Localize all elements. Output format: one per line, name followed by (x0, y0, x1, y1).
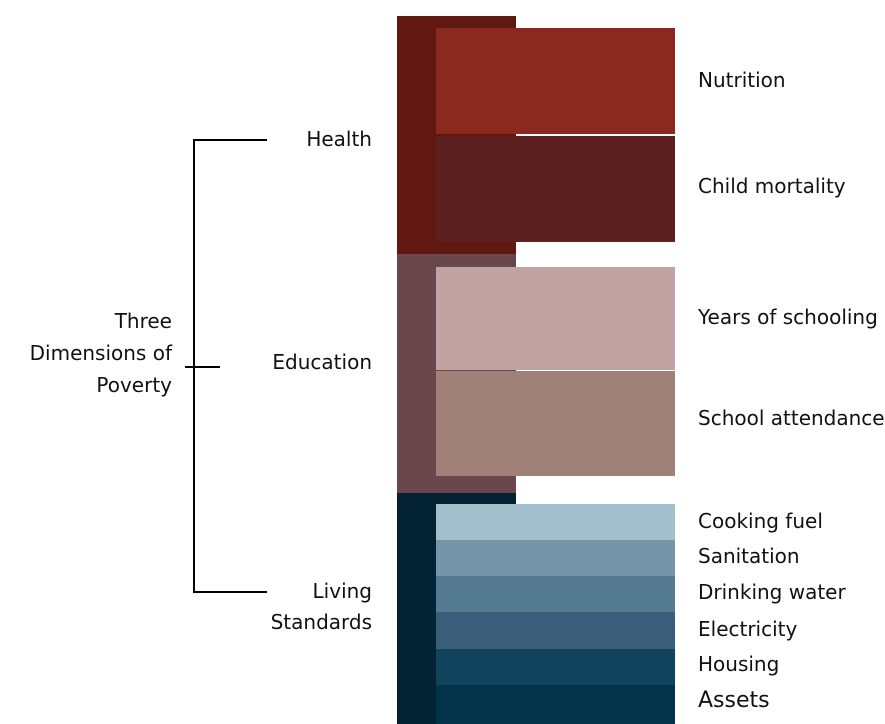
indicator-label-cooking-fuel: Cooking fuel (698, 509, 823, 533)
indicator-label-school-attendance: School attendance (698, 406, 885, 430)
indicator-label-housing: Housing (698, 652, 780, 676)
indicator-bar-drinking-water (436, 576, 675, 612)
dimension-label-living-standards-2: Standards (270, 610, 372, 634)
indicator-bar-cooking-fuel (436, 504, 675, 540)
title-line-2: Dimensions of (29, 341, 172, 365)
indicator-label-child-mortality: Child mortality (698, 174, 846, 198)
indicator-label-electricity: Electricity (698, 617, 798, 641)
title-line-3: Poverty (96, 373, 172, 397)
indicator-bar-years-of-schooling (436, 267, 675, 370)
indicator-label-sanitation: Sanitation (698, 544, 800, 568)
indicator-bar-school-attendance (436, 371, 675, 476)
indicator-bar-sanitation (436, 540, 675, 576)
dimension-label-education: Education (272, 350, 372, 374)
bracket-branch-health (193, 139, 267, 141)
title-line-1: Three (114, 309, 172, 333)
indicator-label-nutrition: Nutrition (698, 68, 786, 92)
bracket-branch-living-standards (193, 591, 267, 593)
bracket-branch-education (185, 366, 220, 368)
indicator-bar-electricity (436, 612, 675, 649)
dimension-label-living-standards-1: Living (312, 579, 372, 603)
indicator-label-years-of-schooling: Years of schooling (698, 305, 878, 329)
indicator-label-drinking-water: Drinking water (698, 580, 846, 604)
dimension-label-health: Health (306, 127, 372, 151)
indicator-label-assets: Assets (698, 688, 770, 713)
indicator-bar-child-mortality (436, 136, 675, 242)
indicator-bar-nutrition (436, 28, 675, 134)
indicator-bar-assets (436, 685, 675, 724)
indicator-bar-housing (436, 649, 675, 685)
